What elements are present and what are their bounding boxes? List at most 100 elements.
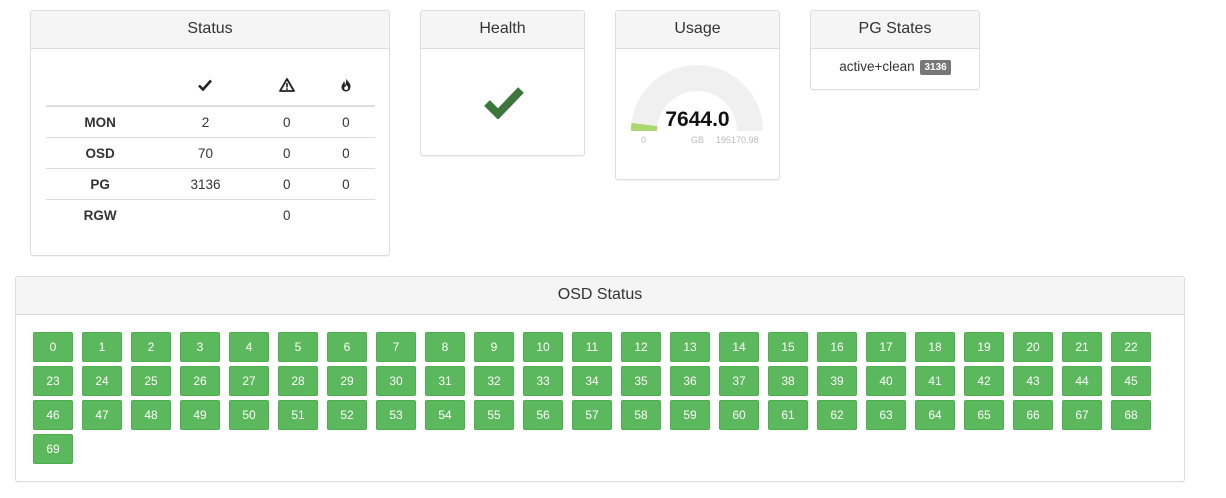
gauge-unit-label: GB	[691, 135, 705, 145]
osd-box[interactable]: 44	[1062, 366, 1102, 396]
osd-box[interactable]: 37	[719, 366, 759, 396]
osd-box[interactable]: 54	[425, 400, 465, 430]
osd-box[interactable]: 61	[768, 400, 808, 430]
osd-box[interactable]: 51	[278, 400, 318, 430]
osd-box[interactable]: 23	[33, 366, 73, 396]
usage-panel: Usage 7644.0 0 GB 195170.98	[615, 10, 780, 180]
gauge-max-label: 195170.98	[716, 135, 759, 145]
osd-box[interactable]: 64	[915, 400, 955, 430]
osd-box[interactable]: 62	[817, 400, 857, 430]
osd-box[interactable]: 2	[131, 332, 171, 362]
osd-box[interactable]: 25	[131, 366, 171, 396]
osd-grid: 0 1 2 3 4 5 6 7 8 9 10 11 12 13 14 15 16 17 18 19 20 21 22 23 24…	[33, 332, 1173, 468]
osd-box[interactable]: 38	[768, 366, 808, 396]
osd-box[interactable]: 10	[523, 332, 563, 362]
osd-box[interactable]: 8	[425, 332, 465, 362]
health-panel: Health	[420, 10, 585, 156]
osd-box[interactable]: 24	[82, 366, 122, 396]
osd-box[interactable]: 29	[327, 366, 367, 396]
osd-box[interactable]: 68	[1111, 400, 1151, 430]
osd-box[interactable]: 15	[768, 332, 808, 362]
osd-box[interactable]: 6	[327, 332, 367, 362]
warning-icon	[256, 68, 317, 107]
osd-box[interactable]: 63	[866, 400, 906, 430]
osd-box[interactable]: 53	[376, 400, 416, 430]
osd-box[interactable]: 65	[964, 400, 1004, 430]
osd-box[interactable]: 1	[82, 332, 122, 362]
osd-box[interactable]: 30	[376, 366, 416, 396]
osd-box[interactable]: 35	[621, 366, 661, 396]
osd-box[interactable]: 31	[425, 366, 465, 396]
status-table: MON 2 0 0 OSD 70 0 0 PG 3136 0 0 RGW 0	[46, 68, 375, 230]
osd-box[interactable]: 12	[621, 332, 661, 362]
osd-box[interactable]: 0	[33, 332, 73, 362]
status-row-name: RGW	[46, 199, 155, 230]
osd-box[interactable]: 21	[1062, 332, 1102, 362]
osd-box[interactable]: 33	[523, 366, 563, 396]
osd-box[interactable]: 3	[180, 332, 220, 362]
osd-box[interactable]: 58	[621, 400, 661, 430]
osd-box[interactable]: 19	[964, 332, 1004, 362]
fire-icon	[316, 68, 375, 107]
health-title: Health	[421, 11, 584, 49]
osd-box[interactable]: 5	[278, 332, 318, 362]
osd-box[interactable]: 36	[670, 366, 710, 396]
status-title: Status	[31, 11, 389, 49]
osd-box[interactable]: 45	[1111, 366, 1151, 396]
osd-box[interactable]: 59	[670, 400, 710, 430]
osd-box[interactable]: 49	[180, 400, 220, 430]
osd-box[interactable]: 43	[1013, 366, 1053, 396]
osd-box[interactable]: 55	[474, 400, 514, 430]
ok-icon	[154, 68, 257, 107]
status-row-name: PG	[46, 168, 155, 200]
status-row-rgw: RGW 0	[46, 199, 375, 230]
status-row-pg: PG 3136 0 0	[46, 168, 375, 200]
osd-box[interactable]: 60	[719, 400, 759, 430]
osd-box[interactable]: 13	[670, 332, 710, 362]
osd-box[interactable]: 41	[915, 366, 955, 396]
osd-box[interactable]: 67	[1062, 400, 1102, 430]
osd-box[interactable]: 9	[474, 332, 514, 362]
osd-status-title: OSD Status	[16, 277, 1184, 315]
osd-box[interactable]: 17	[866, 332, 906, 362]
osd-box[interactable]: 16	[817, 332, 857, 362]
osd-box[interactable]: 7	[376, 332, 416, 362]
osd-box[interactable]: 32	[474, 366, 514, 396]
status-warn-count: 0	[256, 168, 317, 200]
status-ok-count	[154, 199, 257, 230]
gauge-fill	[631, 122, 658, 131]
osd-box[interactable]: 28	[278, 366, 318, 396]
osd-box[interactable]: 66	[1013, 400, 1053, 430]
osd-box[interactable]: 57	[572, 400, 612, 430]
status-row-mon: MON 2 0 0	[46, 106, 375, 138]
osd-box[interactable]: 52	[327, 400, 367, 430]
osd-box[interactable]: 42	[964, 366, 1004, 396]
osd-box[interactable]: 34	[572, 366, 612, 396]
status-row-name: OSD	[46, 137, 155, 169]
osd-box[interactable]: 26	[180, 366, 220, 396]
osd-box[interactable]: 47	[82, 400, 122, 430]
osd-box[interactable]: 14	[719, 332, 759, 362]
osd-box[interactable]: 27	[229, 366, 269, 396]
osd-box[interactable]: 22	[1111, 332, 1151, 362]
status-warn-count: 0	[282, 114, 291, 130]
osd-status-panel: OSD Status 0 1 2 3 4 5 6 7 8 9 10 11 12 13 14 15 16 17 18 1…	[15, 276, 1185, 482]
status-panel: Status MON 2 0 0	[30, 10, 390, 256]
osd-box[interactable]: 50	[229, 400, 269, 430]
osd-box[interactable]: 20	[1013, 332, 1053, 362]
status-warn-count: 0	[256, 199, 317, 230]
osd-box[interactable]: 48	[131, 400, 171, 430]
pg-state-count-badge: 3136	[920, 60, 951, 75]
usage-title: Usage	[616, 11, 779, 49]
osd-box[interactable]: 56	[523, 400, 563, 430]
gauge-min-label: 0	[641, 135, 647, 145]
osd-box[interactable]: 69	[33, 434, 73, 464]
osd-box[interactable]: 11	[572, 332, 612, 362]
osd-box[interactable]: 4	[229, 332, 269, 362]
pg-states-title: PG States	[811, 11, 979, 49]
status-err-count: 0	[316, 168, 375, 200]
osd-box[interactable]: 18	[915, 332, 955, 362]
osd-box[interactable]: 46	[33, 400, 73, 430]
osd-box[interactable]: 40	[866, 366, 906, 396]
osd-box[interactable]: 39	[817, 366, 857, 396]
